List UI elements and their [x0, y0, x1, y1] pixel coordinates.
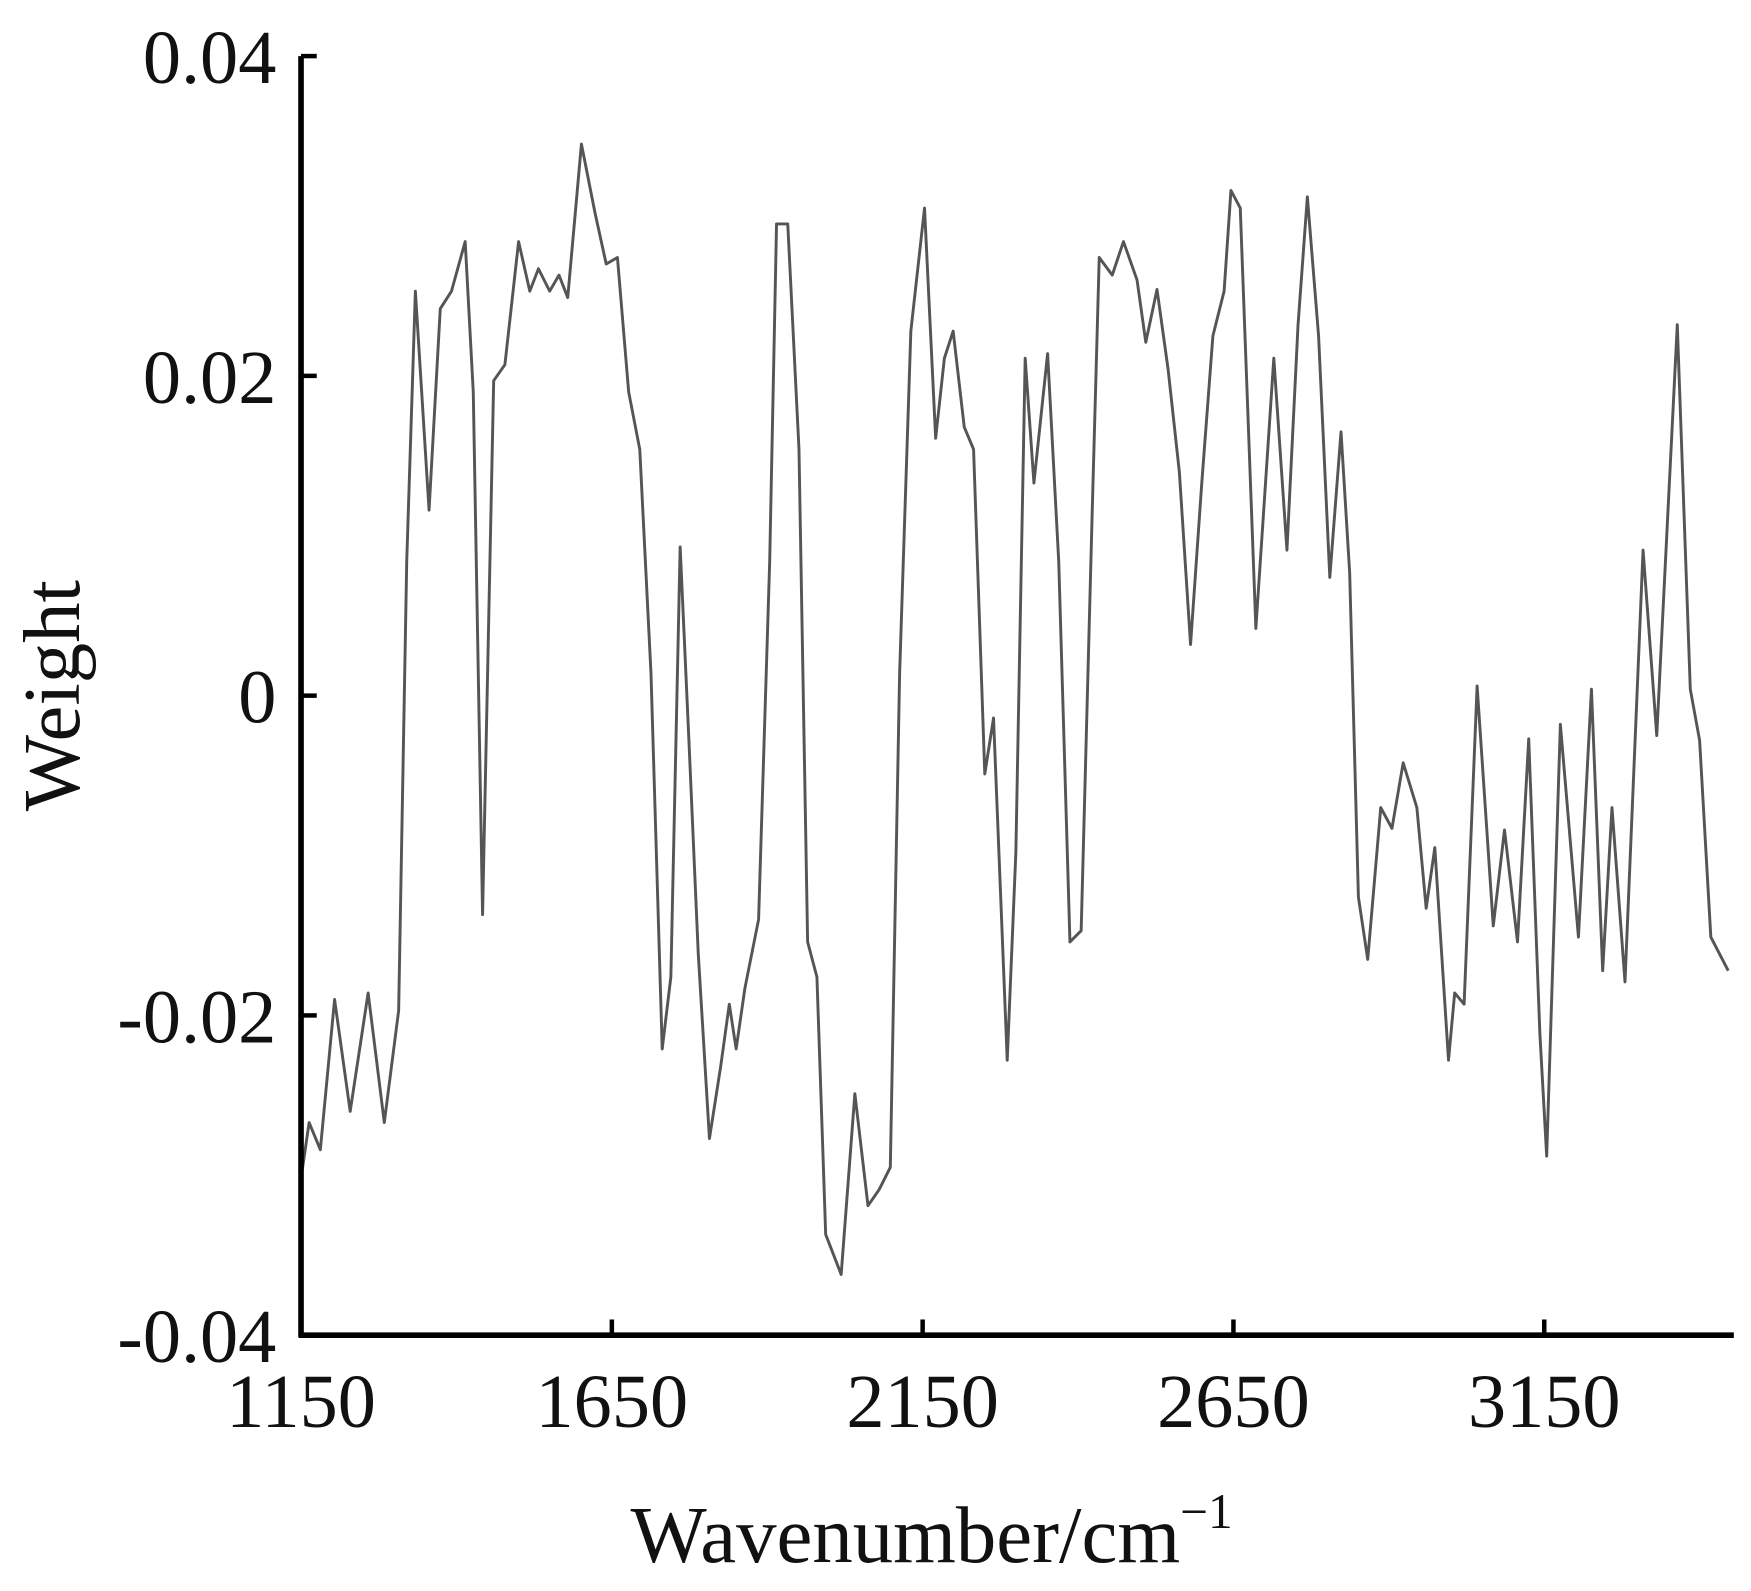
y-tick-label: -0.04 — [117, 1294, 276, 1379]
x-tick-label: 3150 — [1468, 1359, 1621, 1444]
x-tick-label: 2150 — [846, 1359, 999, 1444]
x-tick-label: 1150 — [226, 1359, 376, 1444]
y-tick-label: -0.02 — [117, 974, 276, 1059]
data-line — [299, 142, 1730, 1276]
x-axis-label: Wavenumber/cm−1 — [630, 1484, 1232, 1580]
y-axis-label: Weight — [8, 580, 97, 811]
y-tick-label: 0 — [238, 655, 276, 740]
x-tick-label: 1650 — [536, 1359, 689, 1444]
x-axis-label-text: Wavenumber/cm — [630, 1491, 1180, 1580]
y-tick-label: 0.02 — [143, 335, 277, 420]
x-axis-label-superscript: −1 — [1180, 1484, 1233, 1539]
y-tick-label: 0.04 — [143, 15, 277, 100]
x-tick-label: 2650 — [1157, 1359, 1310, 1444]
